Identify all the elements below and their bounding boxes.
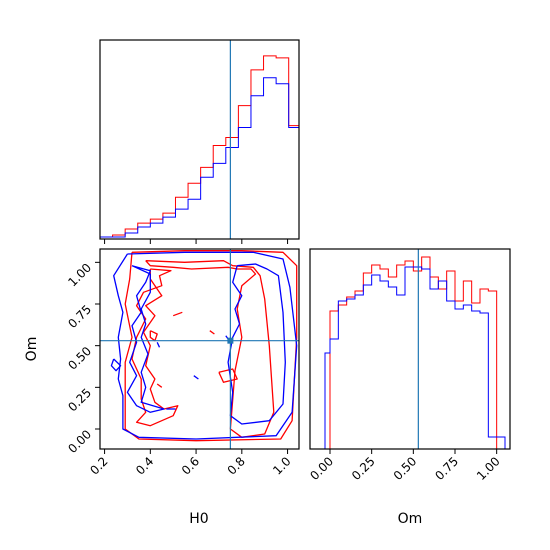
contour-blue-0 bbox=[113, 251, 298, 440]
contour-x-tick-label-4: 1.0 bbox=[270, 454, 293, 477]
contour-red-6 bbox=[172, 311, 183, 317]
truth-point bbox=[227, 337, 234, 344]
contour-red-1 bbox=[145, 260, 275, 438]
hist-om-x-tick-label-3: 0.75 bbox=[432, 454, 461, 483]
x-axis-label-h0: H0 bbox=[189, 511, 208, 527]
contour-blue-3 bbox=[110, 358, 122, 372]
hist-om-x-tick-label-1: 0.25 bbox=[349, 454, 378, 483]
hist-om-series bbox=[324, 256, 506, 449]
hist-om-x-tick-label-2: 0.50 bbox=[391, 454, 420, 483]
hist-h0-step-blue bbox=[100, 77, 299, 239]
hist-om-step-red bbox=[325, 256, 505, 449]
contour-red-0 bbox=[124, 250, 298, 442]
contour-blue-5 bbox=[193, 375, 199, 380]
y-axis-label-om: Om bbox=[24, 337, 40, 362]
contour-y-ticks: 0.00 0.25 0.50 0.75 1.00 bbox=[65, 261, 100, 456]
contour-red-3 bbox=[149, 330, 158, 342]
contour-red-5 bbox=[209, 330, 215, 335]
panel-contour-h0-om: 0.2 0.4 0.6 0.8 1.0 0.00 0.25 0.50 0.75 1.00 bbox=[65, 248, 300, 478]
contour-y-tick-label-1: 0.25 bbox=[65, 386, 94, 415]
contour-frame bbox=[99, 248, 300, 450]
contour-blue-2 bbox=[126, 265, 165, 413]
contour-blue-1 bbox=[227, 263, 286, 425]
contour-x-tick-label-2: 0.6 bbox=[179, 454, 202, 477]
hist-h0-step-red bbox=[100, 55, 299, 239]
contour-y-tick-label-2: 0.50 bbox=[65, 344, 94, 373]
contour-y-tick-label-4: 1.00 bbox=[65, 261, 94, 290]
panel-hist-om: 0.00 0.25 0.50 0.75 1.00 bbox=[307, 248, 511, 483]
hist-h0-ticks bbox=[104, 239, 289, 244]
hist-h0-frame bbox=[99, 39, 300, 240]
hist-om-x-tick-label-4: 1.00 bbox=[474, 454, 503, 483]
contour-y-tick-label-0: 0.00 bbox=[65, 427, 94, 456]
contour-blue-4 bbox=[156, 342, 161, 348]
x-axis-label-om: Om bbox=[398, 511, 423, 527]
contour-x-ticks: 0.2 0.4 0.6 0.8 1.0 bbox=[87, 449, 294, 478]
contour-red-7 bbox=[156, 383, 163, 388]
hist-om-frame bbox=[309, 248, 511, 450]
contour-red-2 bbox=[131, 268, 179, 427]
contour-x-tick-label-1: 0.4 bbox=[133, 454, 156, 477]
contour-y-tick-label-3: 0.75 bbox=[65, 302, 94, 331]
hist-om-step-blue bbox=[324, 266, 506, 449]
hist-om-x-ticks: 0.00 0.25 0.50 0.75 1.00 bbox=[307, 449, 503, 483]
contour-red-4 bbox=[218, 368, 238, 383]
hist-h0-series bbox=[100, 55, 299, 239]
panel-hist-h0 bbox=[99, 39, 300, 244]
contour-x-tick-label-3: 0.8 bbox=[225, 454, 248, 477]
hist-om-x-tick-label-0: 0.00 bbox=[307, 454, 336, 483]
contour-series bbox=[110, 250, 298, 442]
contour-truth-lines bbox=[100, 249, 299, 449]
contour-x-tick-label-0: 0.2 bbox=[87, 454, 110, 477]
